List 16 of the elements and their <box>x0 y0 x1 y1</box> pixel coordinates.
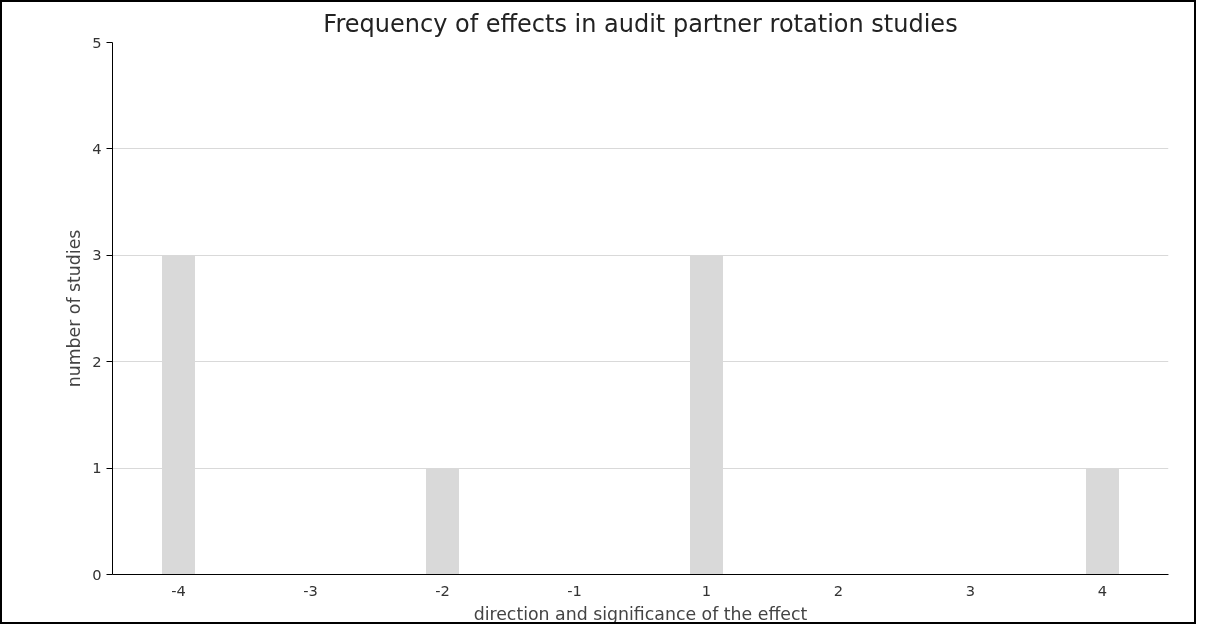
x-tick-label: -3 <box>303 581 318 599</box>
y-tick-label: 5 <box>92 33 102 51</box>
y-axis-title: number of studies <box>64 229 85 388</box>
x-tick-label: -4 <box>171 581 186 599</box>
x-tick-label: -2 <box>435 581 450 599</box>
x-tick-label: 1 <box>701 581 712 599</box>
y-tick-label: 1 <box>92 459 102 477</box>
x-tick-label: -1 <box>567 581 582 599</box>
x-tick-label: 4 <box>1097 581 1108 599</box>
x-tick-label: 2 <box>833 581 844 599</box>
y-tick-label: 4 <box>92 139 102 157</box>
y-tick-label: 0 <box>92 565 102 583</box>
y-tick-label: 2 <box>92 352 102 370</box>
x-tick-label: 3 <box>965 581 976 599</box>
y-tick-label: 3 <box>92 246 102 264</box>
chart-title: Frequency of effects in audit partner rotation studies <box>323 9 958 38</box>
